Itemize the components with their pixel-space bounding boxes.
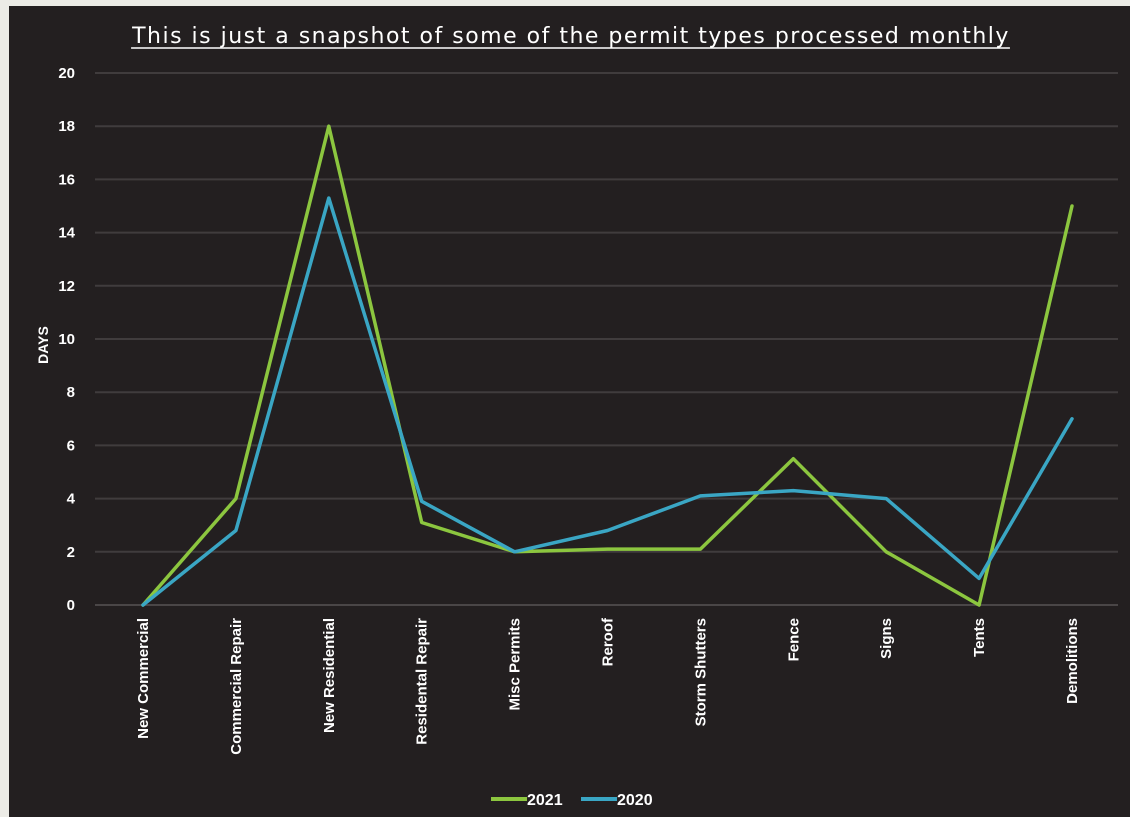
gridlines xyxy=(95,72,1118,606)
y-tick-label: 2 xyxy=(67,544,75,561)
x-axis-categories: New Commercial Commercial Repair New Resid… xyxy=(135,617,1081,755)
x-category-label: Commercial Repair xyxy=(228,618,245,755)
y-tick-label: 20 xyxy=(58,65,75,82)
series-line-2021 xyxy=(141,124,1074,607)
chart-title: This is just a snapshot of some of the p… xyxy=(131,24,1010,49)
y-tick-label: 10 xyxy=(58,331,75,348)
y-tick-label: 8 xyxy=(67,384,75,401)
y-axis-title: DAYS xyxy=(35,326,51,364)
x-category-label: Signs xyxy=(878,618,895,659)
y-tick-label: 16 xyxy=(58,171,75,188)
x-category-label: New Commercial xyxy=(135,618,152,739)
x-category-label: New Residential xyxy=(321,618,338,733)
y-tick-label: 0 xyxy=(67,597,75,614)
line-chart: This is just a snapshot of some of the p… xyxy=(35,24,1118,809)
x-category-label: Fence xyxy=(785,618,802,661)
legend-label: 2021 xyxy=(527,792,563,809)
x-category-label: Residental Repair xyxy=(414,618,431,745)
y-axis-ticks: 0 2 4 6 8 10 12 14 16 18 20 xyxy=(58,65,75,614)
y-tick-label: 12 xyxy=(58,278,75,295)
x-category-label: Misc Permits xyxy=(507,618,524,711)
legend: 2021 2020 xyxy=(491,792,653,809)
y-tick-label: 14 xyxy=(58,225,75,242)
x-category-label: Storm Shutters xyxy=(692,618,709,726)
x-category-label: Demolitions xyxy=(1064,618,1081,704)
y-tick-label: 4 xyxy=(67,491,76,508)
x-category-label: Reroof xyxy=(600,617,617,666)
chart-frame: This is just a snapshot of some of the p… xyxy=(9,6,1130,817)
y-tick-label: 18 xyxy=(58,118,75,135)
x-category-label: Tents xyxy=(971,618,988,657)
series-lines xyxy=(141,124,1074,607)
y-tick-label: 6 xyxy=(67,437,75,454)
series-line-2020 xyxy=(141,196,1074,607)
legend-label: 2020 xyxy=(617,792,653,809)
